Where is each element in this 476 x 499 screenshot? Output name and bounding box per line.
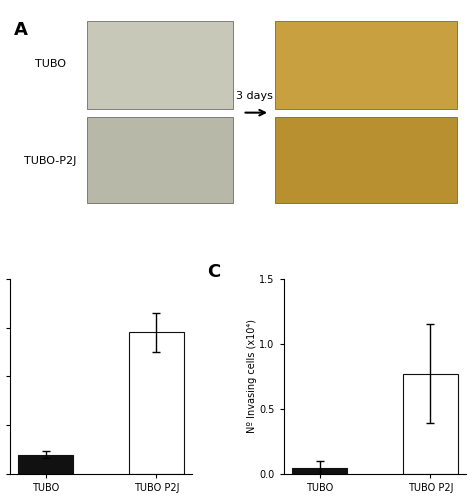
Bar bbox=[18, 455, 73, 474]
FancyBboxPatch shape bbox=[87, 21, 233, 109]
FancyBboxPatch shape bbox=[87, 117, 233, 203]
FancyBboxPatch shape bbox=[275, 21, 457, 109]
Text: 3 days: 3 days bbox=[236, 91, 272, 101]
Text: C: C bbox=[207, 263, 220, 281]
Bar bbox=[403, 374, 458, 474]
Text: A: A bbox=[14, 21, 28, 39]
Text: TUBO: TUBO bbox=[35, 59, 66, 69]
Text: TUBO-P2J: TUBO-P2J bbox=[24, 157, 77, 167]
Y-axis label: Nº Invasing cells (x10⁴): Nº Invasing cells (x10⁴) bbox=[247, 319, 257, 433]
Bar bbox=[129, 332, 184, 474]
FancyBboxPatch shape bbox=[275, 117, 457, 203]
Bar bbox=[292, 468, 347, 474]
